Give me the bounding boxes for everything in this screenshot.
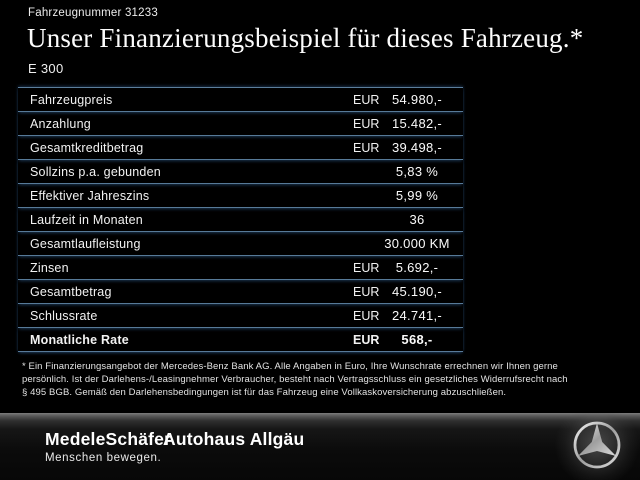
row-label: Fahrzeugpreis bbox=[30, 92, 113, 107]
row-currency: EUR bbox=[353, 260, 380, 275]
row-value: 5,99 % bbox=[395, 188, 439, 203]
finance-table: Fahrzeugpreis EUR 54.980,- Anzahlung EUR… bbox=[18, 87, 463, 352]
footnote-line: * Ein Finanzierungsangebot der Mercedes-… bbox=[22, 361, 558, 372]
row-label: Schlussrate bbox=[30, 308, 98, 323]
row-currency: EUR bbox=[353, 116, 380, 131]
footer-bar: MedeleSchäfer Menschen bewegen. Autohaus… bbox=[0, 413, 640, 480]
table-row: Gesamtlaufleistung 30.000 KM bbox=[18, 232, 463, 256]
table-row-monthly-rate: Monatliche Rate EUR 568,- bbox=[18, 328, 463, 352]
dealer-logo-primary: MedeleSchäfer bbox=[45, 429, 172, 449]
row-value: 54.980,- bbox=[391, 92, 443, 107]
row-value: 5,83 % bbox=[395, 164, 439, 179]
model-name: E 300 bbox=[28, 61, 64, 76]
table-row: Laufzeit in Monaten 36 bbox=[18, 208, 463, 232]
row-label: Sollzins p.a. gebunden bbox=[30, 164, 161, 179]
row-label: Gesamtkreditbetrag bbox=[30, 140, 144, 155]
footnote-line: § 495 BGB. Gemäß den Darlehensbedingunge… bbox=[22, 387, 507, 398]
row-label: Effektiver Jahreszins bbox=[30, 188, 150, 203]
page-title: Unser Finanzierungsbeispiel für dieses F… bbox=[27, 23, 584, 53]
table-row: Fahrzeugpreis EUR 54.980,- bbox=[18, 88, 463, 112]
row-label: Gesamtbetrag bbox=[30, 284, 112, 299]
row-currency: EUR bbox=[353, 92, 380, 107]
mercedes-star-icon bbox=[573, 421, 621, 469]
row-value: 24.741,- bbox=[391, 308, 443, 323]
row-value: 45.190,- bbox=[391, 284, 443, 299]
row-label: Monatliche Rate bbox=[30, 332, 129, 347]
table-row: Schlussrate EUR 24.741,- bbox=[18, 304, 463, 328]
row-value: 39.498,- bbox=[391, 140, 443, 155]
table-row: Zinsen EUR 5.692,- bbox=[18, 256, 463, 280]
footnote-line: persönlich. Ist der Darlehens-/Leasingne… bbox=[22, 374, 568, 385]
row-label: Gesamtlaufleistung bbox=[30, 236, 141, 251]
table-row: Effektiver Jahreszins 5,99 % bbox=[18, 184, 463, 208]
row-value: 568,- bbox=[401, 332, 433, 347]
row-value: 30.000 KM bbox=[384, 236, 450, 251]
row-label: Zinsen bbox=[30, 260, 69, 275]
table-row: Sollzins p.a. gebunden 5,83 % bbox=[18, 160, 463, 184]
legal-footnote: * Ein Finanzierungsangebot der Mercedes-… bbox=[22, 360, 628, 399]
dealer-logo-secondary: Autohaus Allgäu bbox=[163, 429, 305, 449]
table-row: Gesamtbetrag EUR 45.190,- bbox=[18, 280, 463, 304]
row-value: 5.692,- bbox=[395, 260, 439, 275]
row-currency: EUR bbox=[353, 308, 380, 323]
table-row: Anzahlung EUR 15.482,- bbox=[18, 112, 463, 136]
row-currency: EUR bbox=[353, 284, 380, 299]
table-row: Gesamtkreditbetrag EUR 39.498,- bbox=[18, 136, 463, 160]
vehicle-number: Fahrzeugnummer 31233 bbox=[28, 7, 158, 19]
dealer-tagline: Menschen bewegen. bbox=[45, 452, 162, 464]
row-label: Anzahlung bbox=[30, 116, 91, 131]
row-label: Laufzeit in Monaten bbox=[30, 212, 143, 227]
row-value: 15.482,- bbox=[391, 116, 443, 131]
row-value: 36 bbox=[409, 212, 425, 227]
row-currency: EUR bbox=[353, 332, 380, 347]
row-currency: EUR bbox=[353, 140, 380, 155]
